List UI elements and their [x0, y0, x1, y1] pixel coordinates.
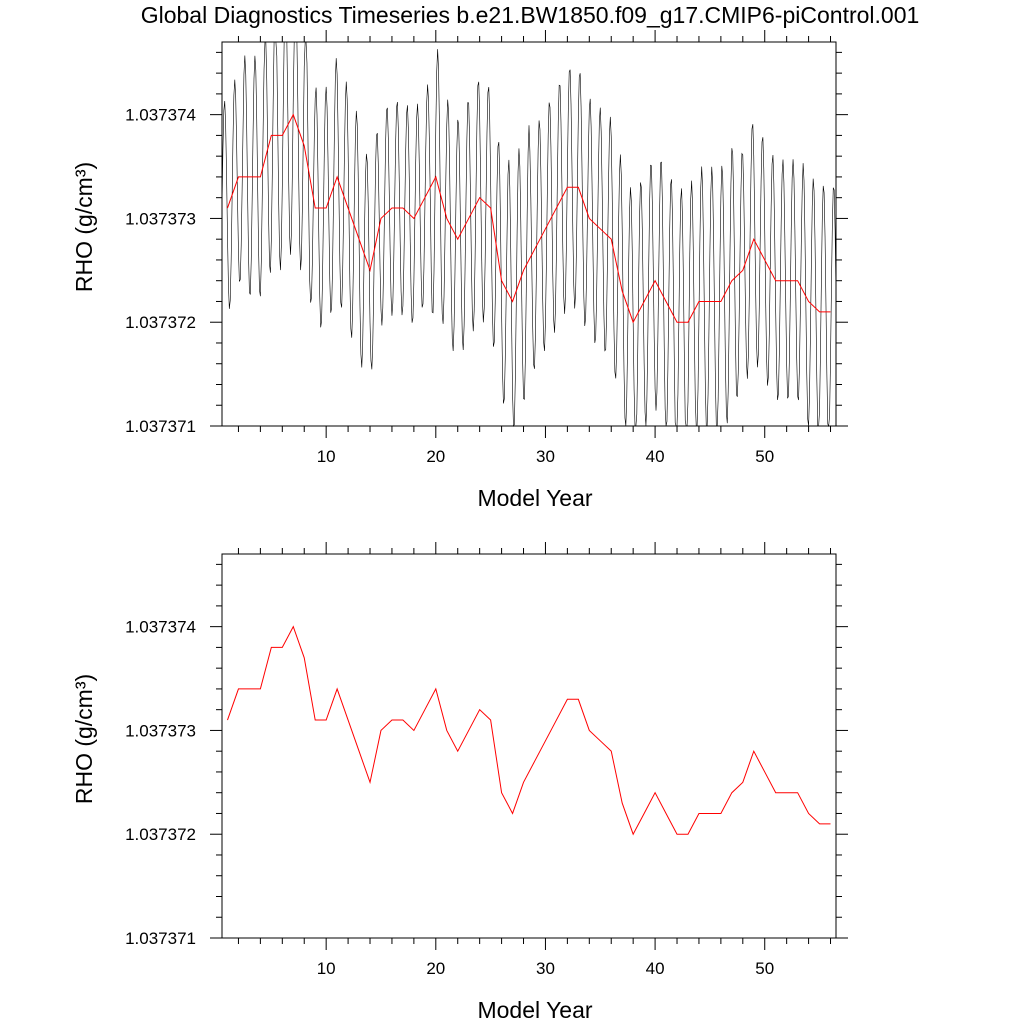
y-tick-label: 1.037371 — [125, 417, 196, 436]
bottom-panel: 10 20 30 40 50 1.037371 1.037372 1.037373 1.0373… — [71, 542, 848, 1023]
x-tick-label: 50 — [755, 447, 774, 466]
y-tick-label: 1.037374 — [125, 618, 196, 637]
x-tick-label: 10 — [317, 959, 336, 978]
annual-mean-line — [227, 113, 831, 324]
x-tick-label: 10 — [317, 447, 336, 466]
y-axis-label: RHO (g/cm³) — [71, 674, 97, 804]
x-tick-label: 40 — [646, 447, 665, 466]
y-tick-label: 1.037374 — [125, 106, 196, 125]
x-axis-label: Model Year — [477, 485, 592, 511]
x-tick-label: 20 — [426, 959, 445, 978]
y-tick-label: 1.037372 — [125, 825, 196, 844]
annual-mean-line — [227, 625, 831, 836]
x-tick-label: 20 — [426, 447, 445, 466]
y-tick-label: 1.037371 — [125, 929, 196, 948]
top-panel: 10 20 30 40 50 1.037371 1.037372 1.037373 1.0373… — [71, 30, 848, 511]
y-axis-label: RHO (g/cm³) — [71, 162, 97, 292]
x-tick-label: 50 — [755, 959, 774, 978]
x-tick-label: 30 — [536, 447, 555, 466]
y-tick-label: 1.037372 — [125, 313, 196, 332]
x-tick-label: 30 — [536, 959, 555, 978]
monthly-line — [221, 41, 837, 428]
y-tick-label: 1.037373 — [125, 721, 196, 740]
chart-title: Global Diagnostics Timeseries b.e21.BW18… — [140, 2, 920, 28]
plot-frame — [221, 41, 837, 427]
x-tick-label: 40 — [646, 959, 665, 978]
plot-frame — [221, 553, 837, 939]
x-axis-label: Model Year — [477, 997, 592, 1023]
y-tick-label: 1.037373 — [125, 209, 196, 228]
